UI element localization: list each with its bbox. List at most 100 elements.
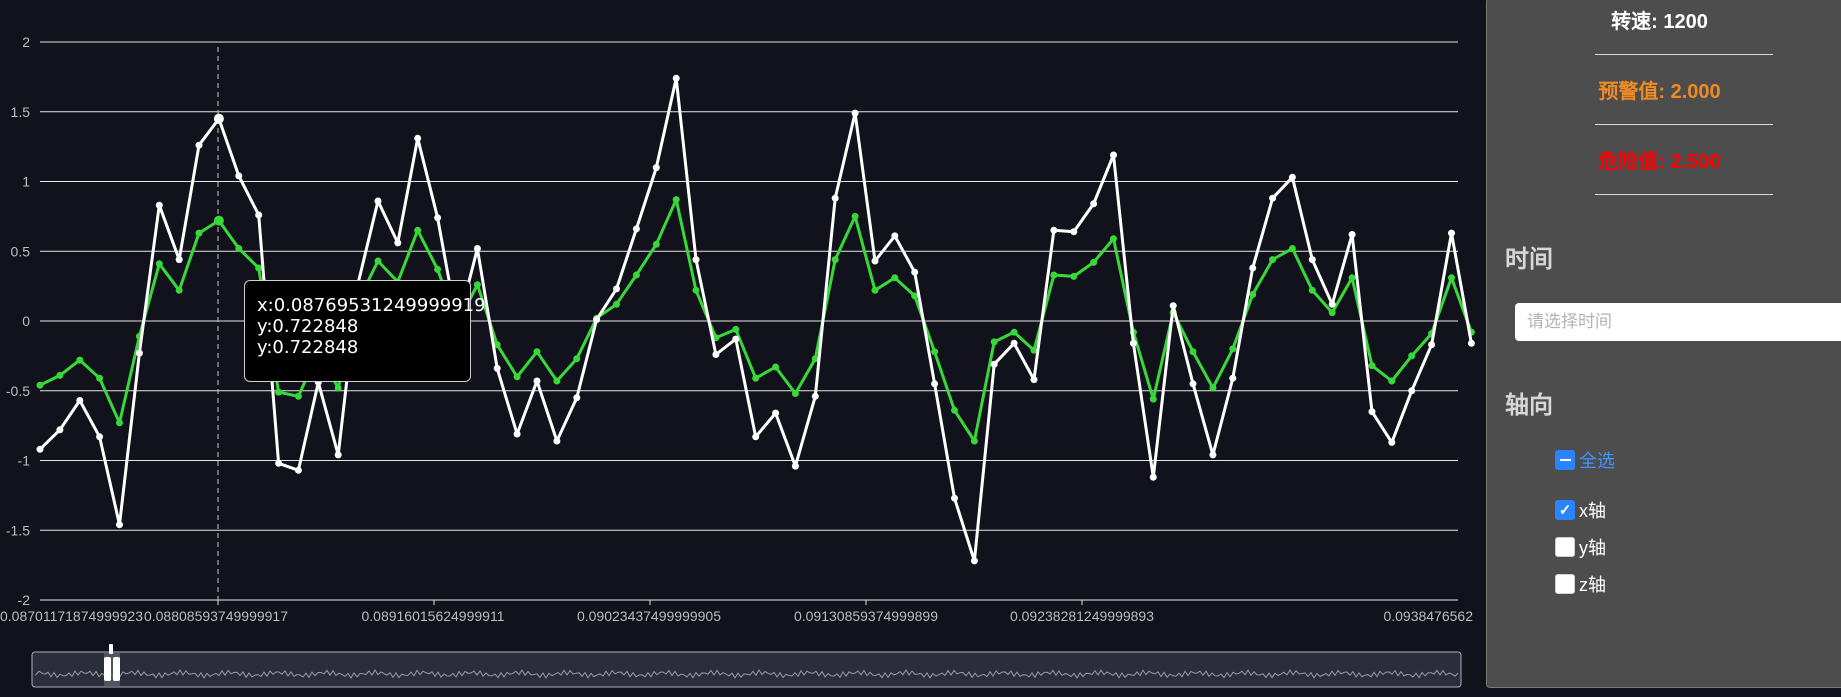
data-point[interactable]	[1348, 274, 1356, 282]
axis-x-label[interactable]: x轴	[1579, 501, 1606, 521]
data-point[interactable]	[791, 462, 799, 470]
data-point[interactable]	[1328, 309, 1336, 317]
data-point[interactable]	[1189, 380, 1197, 388]
data-point[interactable]	[851, 109, 859, 117]
axis-y-checkbox[interactable]: y轴	[1555, 536, 1606, 558]
zoom-move-handle[interactable]	[109, 644, 113, 654]
data-point[interactable]	[394, 239, 402, 247]
data-point[interactable]	[1010, 339, 1018, 347]
data-point[interactable]	[235, 172, 243, 180]
data-point[interactable]	[1249, 264, 1257, 272]
data-point[interactable]	[791, 390, 799, 397]
data-point[interactable]	[1229, 345, 1237, 353]
data-point[interactable]	[1209, 384, 1217, 392]
data-point[interactable]	[1408, 387, 1416, 395]
data-point[interactable]	[970, 557, 978, 565]
data-point[interactable]	[1070, 228, 1078, 236]
zoom-slider-track[interactable]	[31, 651, 1462, 688]
data-point[interactable]	[135, 349, 143, 357]
data-point[interactable]	[772, 409, 780, 417]
data-point[interactable]	[871, 286, 879, 294]
data-point[interactable]	[175, 286, 183, 294]
data-point[interactable]	[334, 384, 342, 392]
axis-y-label[interactable]: y轴	[1579, 538, 1606, 558]
data-point[interactable]	[36, 381, 44, 389]
data-point[interactable]	[275, 388, 283, 396]
data-point[interactable]	[155, 201, 163, 209]
data-point[interactable]	[1408, 352, 1416, 360]
data-point[interactable]	[1030, 346, 1038, 354]
data-point[interactable]	[772, 363, 780, 371]
data-point[interactable]	[990, 360, 998, 368]
data-point[interactable]	[672, 74, 680, 82]
data-point[interactable]	[851, 212, 859, 220]
zoom-handle-left[interactable]	[104, 657, 111, 681]
data-point[interactable]	[255, 211, 263, 219]
data-point[interactable]	[573, 394, 581, 402]
data-point[interactable]	[970, 437, 978, 445]
data-point[interactable]	[1189, 348, 1197, 356]
data-point[interactable]	[1288, 173, 1296, 181]
data-point[interactable]	[811, 355, 819, 363]
data-point[interactable]	[1090, 200, 1098, 208]
data-point[interactable]	[414, 226, 422, 234]
data-point[interactable]	[213, 215, 224, 226]
data-point[interactable]	[613, 285, 620, 293]
data-point[interactable]	[1050, 271, 1058, 279]
data-point[interactable]	[195, 229, 203, 237]
data-point[interactable]	[553, 437, 561, 445]
data-point[interactable]	[1328, 300, 1336, 308]
data-point[interactable]	[931, 348, 939, 356]
data-point[interactable]	[56, 371, 64, 379]
data-point[interactable]	[116, 419, 123, 427]
data-point[interactable]	[911, 292, 919, 300]
data-point[interactable]	[294, 466, 302, 474]
data-point[interactable]	[573, 355, 581, 363]
data-point[interactable]	[652, 240, 660, 248]
data-point[interactable]	[1269, 194, 1277, 202]
data-point[interactable]	[811, 392, 819, 400]
data-point[interactable]	[1388, 438, 1396, 446]
data-point[interactable]	[692, 256, 700, 264]
data-point[interactable]	[871, 257, 879, 265]
data-point[interactable]	[235, 245, 243, 252]
data-point[interactable]	[1030, 376, 1038, 384]
data-point[interactable]	[931, 380, 939, 388]
axis-x-checkbox[interactable]: ✓ x轴	[1555, 499, 1606, 521]
axis-z-checkbox[interactable]: z轴	[1555, 573, 1606, 595]
data-point[interactable]	[294, 392, 302, 400]
data-point[interactable]	[1110, 151, 1117, 159]
data-point[interactable]	[1388, 377, 1396, 385]
data-point[interactable]	[911, 268, 919, 276]
data-point[interactable]	[632, 225, 640, 233]
data-point[interactable]	[692, 286, 700, 294]
data-point[interactable]	[632, 271, 640, 279]
checkbox-box[interactable]	[1555, 537, 1575, 557]
data-point[interactable]	[96, 433, 104, 441]
data-point[interactable]	[1129, 339, 1137, 347]
data-point[interactable]	[1090, 258, 1098, 266]
data-point[interactable]	[652, 164, 660, 172]
data-point[interactable]	[213, 113, 224, 124]
data-point[interactable]	[752, 374, 760, 382]
data-point[interactable]	[374, 197, 382, 205]
data-point[interactable]	[1110, 235, 1117, 243]
axis-z-label[interactable]: z轴	[1579, 575, 1606, 595]
data-point[interactable]	[36, 445, 44, 453]
data-point[interactable]	[255, 264, 263, 272]
data-point[interactable]	[1209, 451, 1217, 459]
data-point[interactable]	[1149, 395, 1157, 403]
data-point[interactable]	[831, 194, 839, 202]
data-point[interactable]	[1249, 291, 1257, 298]
data-point[interactable]	[155, 260, 163, 268]
data-point[interactable]	[1448, 229, 1455, 237]
data-point[interactable]	[553, 377, 561, 385]
data-point[interactable]	[1070, 272, 1078, 280]
data-point[interactable]	[752, 433, 760, 441]
time-picker-input[interactable]: 请选择时间	[1515, 303, 1841, 341]
zoom-handle-right[interactable]	[113, 657, 120, 681]
data-point[interactable]	[76, 397, 84, 404]
data-point[interactable]	[1149, 473, 1157, 481]
data-point[interactable]	[1368, 408, 1376, 416]
data-point[interactable]	[76, 356, 84, 364]
